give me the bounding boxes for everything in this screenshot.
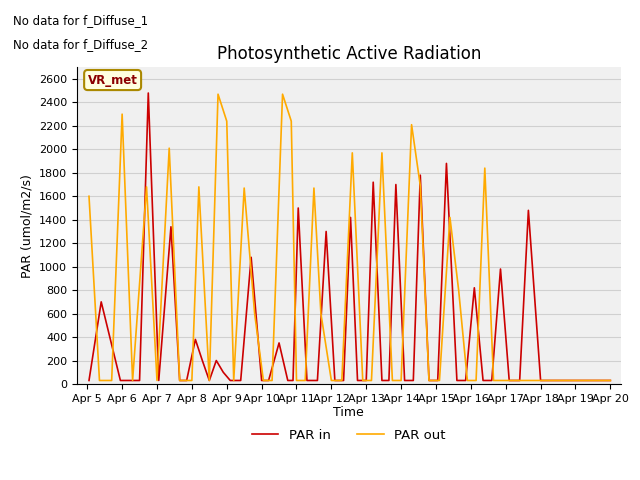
PAR in bbox=[607, 378, 614, 384]
PAR out bbox=[287, 118, 295, 124]
PAR out bbox=[188, 378, 196, 384]
PAR out bbox=[481, 165, 489, 171]
PAR out bbox=[118, 111, 126, 117]
PAR in bbox=[589, 378, 596, 384]
PAR out bbox=[214, 91, 222, 97]
PAR out bbox=[205, 378, 213, 384]
PAR out bbox=[251, 311, 259, 316]
Legend: PAR in, PAR out: PAR in, PAR out bbox=[246, 423, 451, 447]
PAR out bbox=[317, 311, 324, 316]
PAR out bbox=[446, 215, 454, 220]
PAR out bbox=[260, 378, 268, 384]
PAR in bbox=[289, 378, 297, 384]
PAR in bbox=[525, 207, 532, 213]
PAR out bbox=[195, 184, 203, 190]
PAR out bbox=[455, 287, 463, 293]
PAR out bbox=[537, 378, 545, 384]
PAR out bbox=[502, 378, 509, 384]
PAR out bbox=[589, 378, 596, 384]
Text: No data for f_Diffuse_2: No data for f_Diffuse_2 bbox=[13, 38, 148, 51]
Text: VR_met: VR_met bbox=[88, 73, 138, 86]
PAR out bbox=[388, 378, 396, 384]
PAR out bbox=[165, 145, 173, 151]
PAR out bbox=[436, 378, 444, 384]
PAR out bbox=[408, 122, 415, 128]
PAR out bbox=[143, 184, 150, 190]
PAR out bbox=[490, 378, 497, 384]
PAR in bbox=[227, 378, 234, 384]
PAR out bbox=[348, 150, 356, 156]
Line: PAR in: PAR in bbox=[89, 93, 611, 381]
PAR out bbox=[367, 378, 375, 384]
PAR out bbox=[463, 378, 471, 384]
PAR out bbox=[397, 378, 405, 384]
Line: PAR out: PAR out bbox=[89, 94, 611, 381]
PAR out bbox=[223, 118, 230, 124]
PAR out bbox=[301, 378, 309, 384]
PAR in bbox=[205, 378, 213, 384]
PAR out bbox=[425, 378, 433, 384]
PAR out bbox=[176, 378, 184, 384]
PAR in bbox=[145, 90, 152, 96]
PAR out bbox=[359, 378, 367, 384]
Y-axis label: PAR (umol/m2/s): PAR (umol/m2/s) bbox=[20, 174, 33, 277]
PAR out bbox=[95, 378, 103, 384]
PAR out bbox=[310, 185, 318, 191]
PAR out bbox=[572, 378, 579, 384]
PAR in bbox=[176, 378, 184, 384]
PAR out bbox=[292, 378, 300, 384]
PAR out bbox=[108, 378, 115, 384]
PAR out bbox=[241, 185, 248, 191]
PAR in bbox=[85, 378, 93, 384]
PAR out bbox=[519, 378, 527, 384]
PAR out bbox=[607, 378, 614, 384]
PAR out bbox=[378, 150, 386, 156]
PAR out bbox=[230, 378, 237, 384]
Text: No data for f_Diffuse_1: No data for f_Diffuse_1 bbox=[13, 14, 148, 27]
PAR out bbox=[129, 378, 136, 384]
PAR out bbox=[278, 91, 286, 97]
X-axis label: Time: Time bbox=[333, 407, 364, 420]
PAR out bbox=[153, 378, 161, 384]
PAR out bbox=[472, 378, 480, 384]
PAR out bbox=[268, 378, 276, 384]
PAR out bbox=[554, 378, 562, 384]
PAR out bbox=[328, 378, 335, 384]
PAR out bbox=[85, 193, 93, 199]
Title: Photosynthetic Active Radiation: Photosynthetic Active Radiation bbox=[216, 45, 481, 63]
PAR out bbox=[417, 183, 424, 189]
PAR out bbox=[338, 378, 346, 384]
